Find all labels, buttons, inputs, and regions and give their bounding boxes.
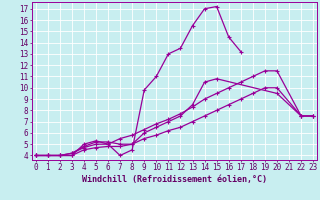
X-axis label: Windchill (Refroidissement éolien,°C): Windchill (Refroidissement éolien,°C) <box>82 175 267 184</box>
